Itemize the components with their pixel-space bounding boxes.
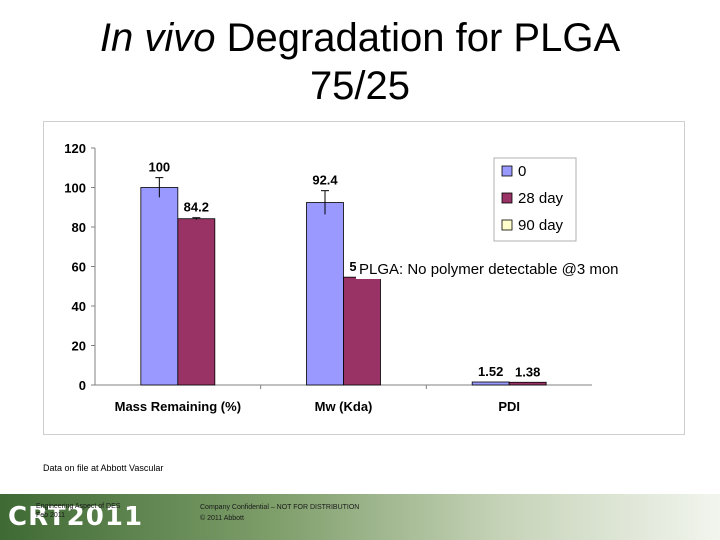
y-tick-label: 0 (79, 378, 86, 393)
legend-swatch (501, 165, 513, 177)
legend-label: 28 day (518, 190, 564, 207)
title-italic: In vivo (99, 16, 216, 60)
footer-meeting-line-2: Feb 2011 (36, 512, 66, 519)
footer-confidential-line-1: Company Confidential – NOT FOR DISTRIBUT… (200, 504, 360, 511)
legend-label: 90 day (518, 217, 564, 234)
bar (343, 276, 381, 386)
x-category-label: Mw (Kda) (315, 399, 373, 414)
bar (508, 381, 547, 386)
data-label: 100 (148, 160, 170, 175)
footer-meeting-info: Engineering Aspect of DES Feb 2011 (36, 502, 120, 520)
data-label: 1.52 (478, 364, 503, 379)
footer-bar: CRT2011 Engineering Aspect of DES Feb 20… (0, 494, 720, 540)
bar (177, 218, 216, 386)
x-category-label: Mass Remaining (%) (115, 399, 241, 414)
y-tick-label: 100 (64, 181, 86, 196)
slide-title: In vivo Degradation for PLGA 75/25 (0, 14, 720, 110)
data-label: 84.2 (184, 200, 209, 215)
y-tick-label: 40 (72, 299, 86, 314)
footer-confidential-line-2: © 2011 Abbott (200, 515, 244, 522)
plga-annotation: PLGA: No polymer detectable @3 mon (356, 260, 622, 279)
y-tick-label: 20 (72, 339, 86, 354)
bar-chart: 0 20 40 60 80 100 120 Mass Remaining (%) 100 84.2… (64, 141, 592, 414)
footer-confidential: Company Confidential – NOT FOR DISTRIBUT… (200, 502, 359, 524)
data-label: 92.4 (312, 173, 338, 188)
legend-swatch (501, 219, 513, 231)
title-line-2: 75/25 (309, 64, 411, 108)
legend-swatch (501, 192, 513, 204)
title-line-1-rest: Degradation for PLGA (215, 16, 621, 60)
crt-logo: CRT2011 (8, 502, 144, 532)
y-tick-label: 120 (64, 141, 86, 156)
y-tick-label: 60 (72, 260, 86, 275)
title-line-1: In vivo Degradation for PLGA (0, 14, 720, 62)
data-source-note: Data on file at Abbott Vascular (43, 463, 164, 473)
data-label: 1.38 (515, 364, 540, 379)
bar (471, 381, 510, 386)
x-category-label: PDI (498, 399, 520, 414)
bar (140, 187, 179, 386)
y-tick-label: 80 (72, 220, 86, 235)
legend-label: 0 (518, 163, 526, 180)
footer-meeting-line-1: Engineering Aspect of DES (36, 503, 121, 510)
bar (306, 202, 344, 386)
